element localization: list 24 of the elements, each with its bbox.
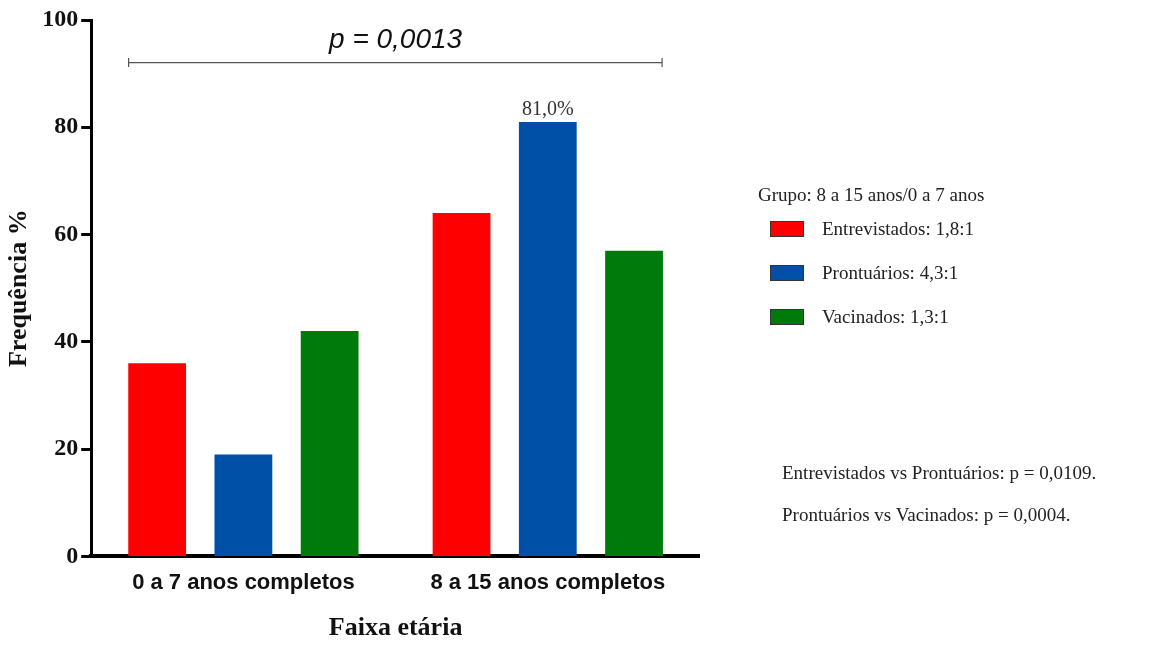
bar — [128, 363, 187, 556]
x-tick-label: 8 a 15 anos completos — [430, 568, 666, 594]
annotation: p = 0,0013 — [328, 22, 463, 54]
y-tick-label: 60 — [54, 219, 79, 246]
bar — [300, 331, 359, 556]
bar — [518, 121, 577, 556]
x-tick-label: 0 a 7 anos completos — [132, 568, 355, 594]
legend-label: Entrevistados: 1,8:1 — [822, 218, 974, 240]
y-axis-title: Frequência % — [3, 209, 33, 368]
y-tick-label: 40 — [54, 327, 79, 354]
data-label: 81,0% — [521, 97, 574, 120]
text: Prontuários vs Vacinados: p = 0,0004. — [782, 504, 1072, 526]
bar — [214, 454, 273, 556]
x-axis-title: Faixa etária — [328, 612, 463, 642]
bar — [432, 213, 491, 556]
y-tick-label: 20 — [54, 434, 79, 461]
legend-label: Prontuários: 4,3:1 — [822, 262, 959, 284]
y-tick-label: 100 — [42, 5, 79, 32]
legend-title: Grupo: 8 a 15 anos/0 a 7 anos — [758, 184, 986, 206]
text: Entrevistados vs Prontuários: p = 0,0109. — [782, 462, 1097, 484]
legend-label: Vacinados: 1,3:1 — [822, 306, 949, 328]
y-tick-label: 0 — [66, 541, 79, 568]
y-tick-label: 80 — [54, 112, 79, 139]
bar — [605, 250, 663, 556]
